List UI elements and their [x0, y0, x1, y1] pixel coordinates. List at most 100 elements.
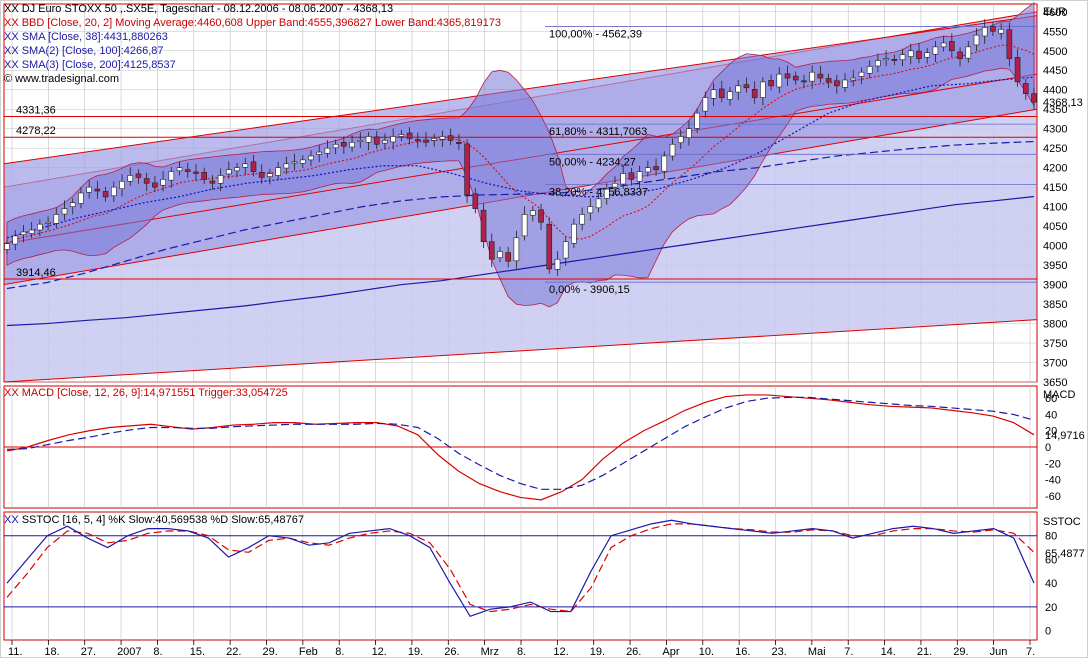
candle-body — [390, 136, 396, 143]
candle-body — [480, 209, 487, 243]
candle-body — [176, 167, 183, 172]
candle-body — [990, 26, 996, 32]
stoc-y-tick: 0 — [1045, 626, 1051, 638]
candle-body — [160, 179, 166, 186]
fib-label: 0,00% - 3906,15 — [549, 284, 630, 296]
level-label: 4278,22 — [16, 125, 56, 137]
candle-body — [152, 182, 158, 188]
candle-body — [554, 258, 561, 270]
candle-body — [710, 89, 717, 99]
y-tick-label: 3850 — [1043, 299, 1067, 311]
candle-body — [801, 80, 807, 83]
candle-body — [595, 198, 602, 209]
candle-body — [119, 181, 125, 190]
candle-body — [521, 214, 528, 237]
candle-body — [382, 140, 388, 144]
sma1-legend: XX SMA [Close, 38]:4431,880263 — [4, 31, 168, 44]
candle-body — [932, 46, 939, 55]
candle-body — [817, 73, 824, 79]
source-label[interactable]: © www.tradesignal.com — [4, 73, 119, 86]
candle-body — [751, 89, 758, 98]
y-tick-label: 4150 — [1043, 182, 1067, 194]
macd-unit-label: MACD — [1043, 389, 1075, 401]
fib-label: 100,00% - 4562,39 — [549, 28, 642, 40]
sstoc-title: SSTOC [16, 5, 4] %K Slow:40,569538 %D Sl… — [21, 514, 304, 526]
macd-title: MACD [Close, 12, 26, 9]:14,971551 Trigge… — [21, 387, 288, 399]
candle-body — [735, 85, 742, 93]
candle-body — [111, 186, 117, 197]
candle-body — [299, 159, 306, 164]
candle-body — [694, 112, 700, 129]
candle-body — [168, 171, 175, 181]
y-tick-label: 3700 — [1043, 358, 1067, 370]
stoc-y-tick: 60 — [1045, 554, 1057, 566]
xx-marker: XX — [4, 31, 19, 43]
candle-body — [866, 66, 873, 74]
candle-body — [620, 173, 627, 185]
candle-body — [834, 80, 840, 87]
stoc-y-tick: 20 — [1045, 602, 1057, 614]
xx-marker: XX — [4, 17, 19, 29]
candle-body — [308, 155, 314, 161]
x-tick-label: 15. — [190, 646, 205, 658]
candle-body — [69, 202, 76, 207]
sma2-text: SMA(2) [Close, 100]:4266,87 — [21, 45, 164, 57]
y-tick-label: 4200 — [1043, 163, 1067, 175]
candle-body — [940, 42, 947, 48]
candle-body — [792, 75, 799, 81]
candle-body — [653, 166, 659, 170]
level-label: 3914,46 — [16, 267, 56, 279]
x-tick-label: 26. — [626, 646, 641, 658]
candle-body — [899, 54, 906, 61]
candle-body — [497, 251, 503, 258]
candle-body — [1031, 93, 1037, 103]
x-tick-label: Jun — [990, 646, 1008, 658]
candle-body — [907, 50, 914, 57]
y-tick-label: 4000 — [1043, 241, 1067, 253]
x-tick-label: Feb — [299, 646, 318, 658]
y-tick-label: 4050 — [1043, 221, 1067, 233]
candle-body — [965, 46, 972, 59]
x-tick-label: 12. — [553, 646, 568, 658]
candle-body — [357, 140, 364, 142]
candle-body — [916, 50, 922, 59]
candle-body — [431, 138, 438, 141]
macd-y-tick: -60 — [1045, 491, 1061, 503]
candle-body — [53, 214, 60, 224]
x-tick-label: 7. — [1026, 646, 1035, 658]
candle-body — [743, 84, 750, 89]
bbd-text: BBD [Close, 20, 2] Moving Average:4460,6… — [21, 17, 501, 29]
candle-body — [488, 241, 495, 260]
candle-body — [291, 161, 298, 164]
candle-body — [365, 136, 372, 143]
candle-body — [587, 206, 594, 214]
candle-body — [135, 173, 142, 178]
x-tick-label: 19. — [408, 646, 423, 658]
macd-legend: XX MACD [Close, 12, 26, 9]:14,971551 Trig… — [4, 387, 288, 400]
y-tick-label: 4500 — [1043, 46, 1067, 58]
candle-body — [341, 142, 347, 147]
candle-body — [127, 175, 134, 182]
candle-body — [842, 79, 848, 88]
copyright-icon: © — [4, 73, 13, 85]
candle-body — [28, 229, 35, 234]
candle-body — [456, 142, 462, 144]
candle-body — [686, 128, 692, 138]
x-tick-label: 27. — [81, 646, 96, 658]
candle-body — [267, 173, 273, 177]
sma-line-2 — [6, 140, 1035, 290]
fib-label: 61,80% - 4311,7063 — [549, 126, 647, 138]
candle-body — [12, 235, 19, 245]
bollinger-midline — [6, 44, 1035, 245]
candle-body — [891, 59, 898, 61]
fib-label: 50,00% - 4234,27 — [549, 156, 636, 168]
stoc-last-value: 65,4877 — [1045, 548, 1085, 560]
candle-body — [275, 167, 281, 176]
candle-body — [760, 81, 766, 98]
candle-body — [645, 167, 651, 173]
candle-body — [439, 136, 446, 140]
candle-body — [20, 231, 27, 235]
chart-title: XX DJ Euro STOXX 50 ,.SX5E, Tageschart - … — [4, 3, 393, 16]
candle-body — [973, 34, 980, 46]
